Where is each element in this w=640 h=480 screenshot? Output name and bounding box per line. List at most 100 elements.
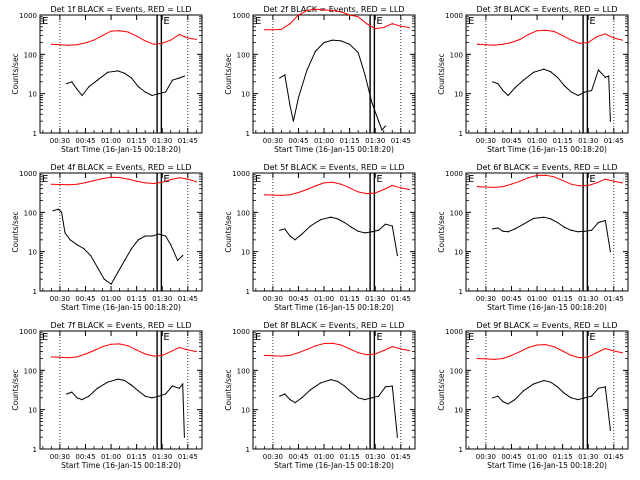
events-data-point xyxy=(320,382,322,384)
x-axis-label: Start Time (16-Jan-15 00:18:20) xyxy=(61,145,181,154)
x-axis-label: Start Time (16-Jan-15 00:18:20) xyxy=(61,303,181,312)
y-tick-label: 1 xyxy=(33,446,37,454)
events-data-point xyxy=(364,74,366,76)
lld-data-point xyxy=(178,177,180,179)
lld-data-point xyxy=(621,39,623,41)
events-data-point xyxy=(597,69,600,71)
events-data-point xyxy=(584,397,586,399)
lld-data-point xyxy=(289,354,291,356)
events-data-point xyxy=(301,397,303,399)
lld-data-point xyxy=(553,176,555,178)
lld-data-point xyxy=(562,350,564,352)
y-tick-label: 10 xyxy=(454,407,463,415)
events-data-point xyxy=(71,391,73,393)
events-data-point xyxy=(158,395,160,397)
lld-data-point xyxy=(357,352,359,354)
lld-data-point xyxy=(118,30,121,32)
y-tick-label: 100 xyxy=(237,367,250,375)
events-series-line xyxy=(492,68,611,122)
x-tick-label: 01:30 xyxy=(365,137,385,145)
lld-data-point xyxy=(144,353,146,355)
events-data-point xyxy=(284,393,286,395)
y-tick-label: 1 xyxy=(246,446,250,454)
plot-frame xyxy=(252,330,416,450)
plot-frame xyxy=(465,172,629,292)
y-tick-label: 10 xyxy=(454,249,463,257)
events-data-point xyxy=(151,94,153,97)
lld-data-point xyxy=(76,44,78,46)
events-data-point xyxy=(69,239,71,241)
lld-data-point xyxy=(408,26,410,29)
x-tick-label: 01:30 xyxy=(578,295,598,303)
lld-data-point xyxy=(84,182,87,184)
events-data-point xyxy=(563,392,565,394)
events-data-point xyxy=(371,101,373,103)
events-data-point xyxy=(57,208,59,210)
lld-data-point xyxy=(314,345,317,347)
events-data-point xyxy=(88,86,90,88)
events-data-point xyxy=(550,218,552,220)
y-tick-label: 1 xyxy=(33,130,37,138)
y-axis-label: Counts/sec xyxy=(437,53,446,94)
events-data-point xyxy=(591,229,593,231)
lld-data-point xyxy=(391,346,393,348)
marker-label-e: E xyxy=(42,16,48,27)
events-data-point xyxy=(294,402,296,404)
lld-data-point xyxy=(604,347,606,350)
lld-data-point xyxy=(161,181,163,183)
lld-data-point xyxy=(587,184,589,187)
y-tick-label: 10 xyxy=(241,249,250,257)
lld-data-point xyxy=(502,357,504,360)
lld-data-point xyxy=(50,183,52,185)
lld-data-point xyxy=(340,344,342,346)
events-data-point xyxy=(492,228,494,230)
lld-data-point xyxy=(84,353,87,355)
panel-title: Det 6f BLACK = Events, RED = LLD xyxy=(476,163,617,172)
lld-data-point xyxy=(562,179,564,181)
events-data-point xyxy=(543,216,545,218)
lld-data-point xyxy=(272,29,274,31)
y-axis-label: Counts/sec xyxy=(437,369,446,410)
x-tick-label: 01:00 xyxy=(101,137,121,145)
lld-data-point xyxy=(391,184,393,187)
lld-data-point xyxy=(50,356,52,358)
x-tick-label: 00:30 xyxy=(263,295,283,303)
y-tick-label: 10 xyxy=(241,407,250,415)
events-data-point xyxy=(591,89,593,92)
lld-data-point xyxy=(374,192,376,194)
x-axis-label: Start Time (16-Jan-15 00:18:20) xyxy=(61,461,181,470)
x-tick-label: 00:30 xyxy=(263,453,283,461)
lld-data-point xyxy=(570,183,572,185)
lld-data-point xyxy=(76,356,78,358)
lld-data-point xyxy=(621,352,623,354)
lld-data-point xyxy=(493,44,496,46)
events-data-point xyxy=(124,72,126,74)
x-tick-label: 01:00 xyxy=(527,137,547,145)
events-data-point xyxy=(556,76,559,78)
x-tick-label: 01:15 xyxy=(127,453,147,461)
x-tick-label: 01:45 xyxy=(391,453,411,461)
lld-data-point xyxy=(93,39,95,41)
panel-title: Det 9f BLACK = Events, RED = LLD xyxy=(476,321,617,330)
events-data-point xyxy=(117,271,119,273)
events-data-point xyxy=(378,395,380,397)
x-tick-label: 01:00 xyxy=(101,453,121,461)
events-series-line xyxy=(279,379,398,438)
lld-data-point xyxy=(153,182,155,185)
events-data-point xyxy=(107,381,109,383)
events-data-point xyxy=(124,379,126,382)
lld-data-point xyxy=(187,37,189,39)
y-tick-label: 1000 xyxy=(232,170,250,178)
x-tick-label: 01:00 xyxy=(314,453,334,461)
marker-label-e: E xyxy=(468,174,474,185)
x-tick-label: 01:45 xyxy=(178,453,198,461)
lld-data-point xyxy=(272,355,274,357)
events-data-point xyxy=(608,75,610,77)
events-data-point xyxy=(323,41,325,44)
y-tick-label: 100 xyxy=(24,367,37,375)
x-tick-label: 01:15 xyxy=(127,137,147,145)
lld-data-point xyxy=(178,346,180,349)
lld-data-point xyxy=(161,354,163,356)
events-data-point xyxy=(371,397,373,399)
